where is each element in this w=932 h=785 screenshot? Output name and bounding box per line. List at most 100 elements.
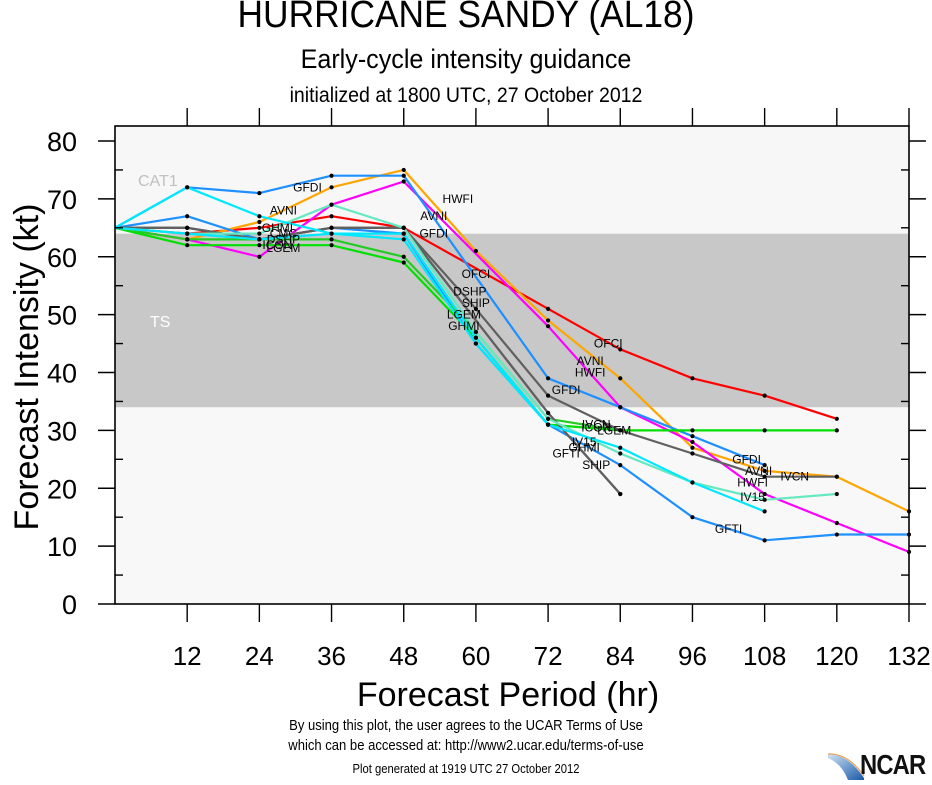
y-tick-label: 20	[47, 474, 77, 504]
data-point-icon	[329, 237, 334, 242]
x-axis: 12 24 36 48 60 72 84 96 108 120 132 Forecast Period…	[173, 108, 931, 714]
data-point-ofci	[762, 393, 767, 398]
series-label-ghmi: GHMI	[262, 221, 293, 235]
data-point-iv15	[762, 497, 767, 502]
data-point-lgem	[185, 243, 190, 248]
data-point-hwfi	[545, 324, 551, 329]
data-point-lgem	[762, 428, 767, 433]
data-point-lgem	[834, 428, 839, 433]
data-point-lgem	[329, 243, 334, 248]
data-point-avni	[762, 468, 767, 473]
data-point-icon	[185, 237, 190, 242]
band-cat1	[115, 126, 909, 234]
series-label-ivcn: IVCN	[780, 470, 809, 484]
series-label-gfdi: GFDI	[419, 227, 448, 241]
data-point-gfdi	[401, 173, 406, 178]
x-tick-label: 132	[887, 641, 930, 671]
series-label-dshp: DSHP	[267, 232, 300, 246]
y-axis: 0 10 20 30 40 50 60 70 80 Forecast Intensity (kt)	[8, 127, 926, 620]
data-point-ivcn	[545, 393, 551, 398]
data-point-cmc	[401, 237, 406, 242]
data-point-lgem	[401, 260, 406, 265]
data-point-ivcn	[329, 225, 334, 230]
band-ts	[115, 233, 909, 408]
data-point-ofci	[329, 214, 334, 219]
series-markers	[185, 167, 912, 555]
data-point-ivcn	[762, 474, 767, 479]
data-point-avni	[545, 318, 551, 323]
data-point-ghmi	[618, 445, 623, 450]
series-label-avni: AVNI	[270, 203, 297, 217]
data-point-iv15	[618, 451, 623, 456]
data-point-ofci	[834, 416, 839, 421]
data-point-cmc	[185, 231, 190, 236]
generated-timestamp: Plot generated at 1919 UTC 27 October 20…	[352, 762, 580, 776]
y-tick-label: 10	[47, 532, 77, 562]
x-tick-label: 36	[317, 641, 346, 671]
series-label-icon: ICON	[262, 238, 292, 252]
data-point-ofci	[618, 347, 623, 352]
series-line-ghmi	[114, 186, 766, 513]
data-point-gfdi	[690, 434, 695, 439]
series-line-avni	[114, 168, 910, 513]
series-label-gfti: GFTI	[715, 522, 742, 536]
data-point-iv15	[545, 416, 551, 421]
band-label-cat1: CAT1	[138, 173, 178, 190]
data-point-gfti	[690, 515, 695, 520]
ncar-logo-text: NCAR	[860, 749, 926, 780]
ncar-logo: NCAR	[826, 748, 932, 780]
x-axis-title: Forecast Period (hr)	[357, 676, 659, 714]
series-label-ofci: OFCI	[462, 267, 491, 281]
series-label-ship: SHIP	[582, 458, 610, 472]
chart-title: HURRICANE SANDY (AL18)	[237, 0, 695, 36]
data-point-cmc	[257, 237, 262, 242]
data-point-ofci	[690, 376, 695, 381]
data-point-ship	[545, 410, 551, 416]
x-tick-label: 24	[245, 641, 274, 671]
series-label-lgem: LGEM	[447, 308, 481, 322]
data-point-cmc	[329, 231, 334, 236]
data-point-gfti	[762, 538, 767, 543]
series-label-gfdi: GFDI	[552, 383, 581, 397]
data-point-gfdi	[762, 463, 767, 468]
data-point-iv15	[329, 202, 334, 207]
ncar-swoosh-icon	[827, 753, 865, 780]
x-tick-label: 108	[743, 641, 786, 671]
data-point-avni	[690, 445, 695, 450]
data-point-ivcn	[473, 306, 479, 311]
y-tick-label: 80	[47, 127, 77, 157]
series-label-hwfi: HWFI	[575, 366, 606, 380]
series-label-lgem: LGEM	[266, 241, 300, 255]
data-point-ghmi	[690, 480, 695, 485]
series-label-ivcn: IVCN	[582, 418, 611, 432]
x-tick-label: 48	[389, 641, 418, 671]
y-tick-label: 0	[62, 590, 77, 620]
series-label-icon: ICON	[581, 420, 611, 434]
band-label-ts: TS	[150, 314, 170, 331]
series-label-gfti: GFTI	[552, 447, 579, 461]
data-point-ofci	[257, 225, 262, 230]
series-label-hwfi: HWFI	[737, 475, 768, 489]
data-point-gfti	[834, 532, 839, 537]
data-point-ghmi	[762, 509, 767, 514]
data-point-hwfi	[834, 520, 839, 526]
series-label-ofci: OFCI	[594, 337, 623, 351]
data-point-gfdi	[618, 405, 623, 410]
x-tick-label: 120	[815, 641, 858, 671]
data-point-ivcn	[690, 451, 695, 456]
x-tick-label: 96	[678, 641, 707, 671]
data-point-iv15	[834, 491, 839, 497]
chart-subtitle: Early-cycle intensity guidance	[300, 44, 632, 74]
y-tick-label: 60	[47, 243, 77, 273]
y-tick-label: 50	[47, 301, 77, 331]
data-point-iv15	[473, 329, 479, 335]
series-label-avni: AVNI	[420, 209, 447, 223]
data-point-lgem	[257, 243, 262, 248]
plot-frame	[114, 125, 910, 605]
data-point-hwfi	[690, 439, 695, 445]
data-point-iv15	[257, 231, 262, 236]
data-point-ghmi	[185, 185, 190, 190]
data-point-iv15	[401, 225, 406, 230]
data-point-avni	[473, 248, 479, 254]
